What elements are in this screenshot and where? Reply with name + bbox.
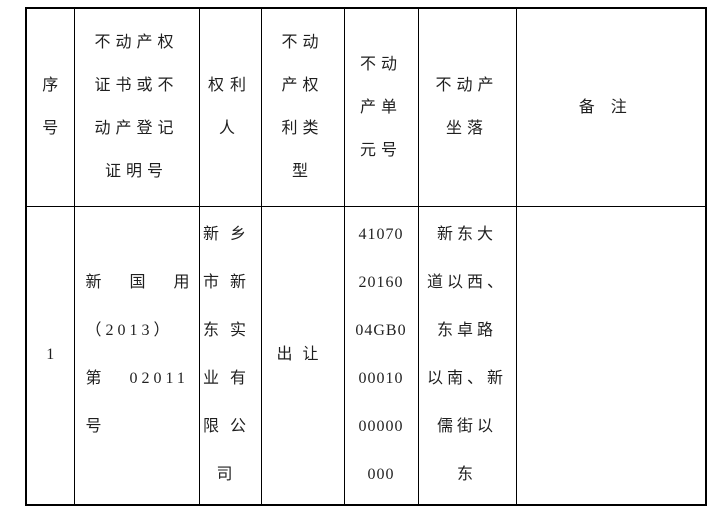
column-header-right-type: 不动 产权 利类 型 bbox=[260, 7, 345, 207]
column-header-holder: 权利 人 bbox=[198, 7, 262, 207]
cell-unit-no: 41070 20160 04GB0 00010 00000 000 bbox=[343, 205, 419, 506]
cell-location: 新东大 道以西、 东卓路 以南、新 儒街以 东 bbox=[417, 205, 517, 506]
table-row: 1 新 国 用 （2013） 第 02011 号 新乡 市新 东实 业有 限公 … bbox=[25, 205, 707, 506]
cell-right-type: 出让 bbox=[260, 205, 345, 506]
cell-remarks bbox=[515, 205, 707, 506]
cell-serial: 1 bbox=[25, 205, 75, 506]
column-header-serial: 序 号 bbox=[25, 7, 75, 207]
header-row: 序 号 不动产权 证书或不 动产登记 证明号 权利 人 不动 产权 利类 型 不… bbox=[25, 7, 707, 207]
column-header-unit-no: 不动 产单 元号 bbox=[343, 7, 419, 207]
cell-holder: 新乡 市新 东实 业有 限公 司 bbox=[198, 205, 262, 506]
column-header-location: 不动产 坐落 bbox=[417, 7, 517, 207]
column-header-certificate-no: 不动产权 证书或不 动产登记 证明号 bbox=[73, 7, 200, 207]
column-header-remarks: 备注 bbox=[515, 7, 707, 207]
cell-certificate-no: 新 国 用 （2013） 第 02011 号 bbox=[73, 205, 200, 506]
property-registry-table: 序 号 不动产权 证书或不 动产登记 证明号 权利 人 不动 产权 利类 型 不… bbox=[25, 7, 707, 506]
